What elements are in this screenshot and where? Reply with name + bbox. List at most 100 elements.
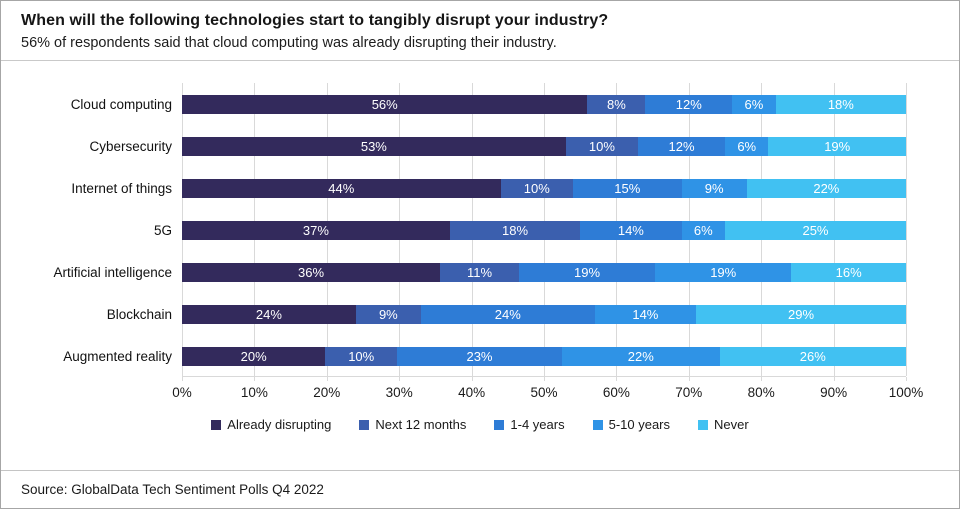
- bar-segment: 18%: [775, 94, 906, 114]
- segment-value-label: 12%: [675, 96, 702, 112]
- axis-tick: [254, 377, 256, 381]
- bar-segment: 6%: [725, 136, 769, 156]
- bar-segment: 29%: [696, 304, 906, 324]
- axis-tick: [833, 377, 835, 381]
- segment-value-label: 44%: [328, 180, 355, 196]
- bar-segment: 37%: [182, 220, 450, 240]
- segment-value-label: 22%: [813, 180, 840, 196]
- stacked-bar: 24% 9% 24% 14% 29%: [182, 304, 906, 324]
- bar-segment: 9%: [355, 304, 421, 324]
- axis-tick: [544, 377, 545, 381]
- segment-value-label: 8%: [607, 96, 626, 112]
- legend-label: Next 12 months: [375, 417, 467, 432]
- bar-segment: 23%: [397, 346, 562, 366]
- bar-segment: 8%: [587, 94, 646, 114]
- gridline: [906, 83, 907, 376]
- bar-segment: 10%: [565, 136, 639, 156]
- segment-value-label: 18%: [502, 222, 529, 238]
- chart-row: Blockchain 24% 9% 24% 14% 29%: [107, 293, 906, 335]
- segment-value-label: 14%: [617, 222, 644, 238]
- chart-row: Artificial intelligence 36% 11% 19% 19% 16%: [53, 251, 906, 293]
- category-label: Internet of things: [71, 180, 172, 196]
- chart-subtitle: 56% of respondents said that cloud compu…: [21, 35, 557, 51]
- bar-segment: 11%: [440, 262, 519, 282]
- bar-segment: 19%: [518, 262, 656, 282]
- legend-swatch-icon: [359, 419, 370, 430]
- segment-value-label: 29%: [788, 306, 815, 322]
- axis-tick-label: 50%: [530, 385, 558, 400]
- segment-value-label: 10%: [588, 138, 615, 154]
- category-label: Artificial intelligence: [53, 264, 172, 280]
- stacked-bar: 56% 8% 12% 6% 18%: [182, 94, 906, 114]
- legend-swatch-icon: [211, 419, 222, 430]
- stacked-bar: 37% 18% 14% 6% 25%: [182, 220, 906, 240]
- segment-value-label: 10%: [523, 180, 550, 196]
- bar-segment: 24%: [420, 304, 595, 324]
- bar-segment: 18%: [449, 220, 581, 240]
- bar-segment: 22%: [561, 346, 720, 366]
- chart-row: Augmented reality 20% 10% 23% 22% 26%: [63, 335, 906, 377]
- axis-tick: [688, 377, 690, 381]
- segment-value-label: 53%: [360, 138, 387, 154]
- segment-value-label: 10%: [348, 348, 375, 364]
- chart-header: When will the following technologies sta…: [1, 1, 959, 61]
- segment-value-label: 24%: [255, 306, 282, 322]
- bar-segment: 6%: [681, 220, 725, 240]
- bar-segment: 36%: [182, 262, 441, 282]
- axis-tick-label: 30%: [385, 385, 413, 400]
- segment-value-label: 26%: [799, 348, 826, 364]
- axis-tick-label: 40%: [458, 385, 486, 400]
- bar-segment: 14%: [594, 304, 697, 324]
- bar-segment: 25%: [724, 220, 906, 240]
- source-footer: Source: GlobalData Tech Sentiment Polls …: [1, 470, 959, 508]
- bar-segment: 56%: [182, 94, 588, 114]
- segment-value-label: 24%: [494, 306, 521, 322]
- axis-tick: [906, 377, 907, 381]
- chart-area: Cloud computing 56% 8% 12% 6% 18% Cybersecurit…: [1, 61, 959, 432]
- segment-value-label: 19%: [573, 264, 601, 280]
- stacked-bar: 20% 10% 23% 22% 26%: [182, 346, 906, 366]
- axis-tick-label: 70%: [675, 385, 703, 400]
- axis-tick: [326, 377, 328, 381]
- bar-segment: 19%: [768, 136, 906, 156]
- bar-segment: 53%: [182, 136, 566, 156]
- legend-swatch-icon: [494, 419, 505, 430]
- bar-segment: 9%: [681, 178, 747, 198]
- bar-segment: 6%: [732, 94, 776, 114]
- bar-segment: 12%: [645, 94, 733, 114]
- axis-tick: [399, 377, 401, 381]
- axis-tick-label: 10%: [240, 385, 268, 400]
- bar-segment: 15%: [572, 178, 682, 198]
- bar-segment: 22%: [746, 178, 906, 198]
- axis-tick: [182, 377, 183, 381]
- axis-tick-label: 20%: [313, 385, 341, 400]
- bar-segment: 20%: [182, 346, 326, 366]
- axis-tick: [471, 377, 473, 381]
- axis-tick-label: 90%: [820, 385, 848, 400]
- legend-item: Next 12 months: [359, 417, 466, 432]
- chart-row: Cybersecurity 53% 10% 12% 6% 19%: [89, 125, 906, 167]
- segment-value-label: 19%: [824, 138, 851, 154]
- segment-value-label: 6%: [744, 96, 764, 112]
- legend-item: Never: [698, 417, 749, 432]
- segment-value-label: 9%: [378, 306, 398, 322]
- bar-segment: 10%: [325, 346, 398, 366]
- category-label: Cybersecurity: [89, 138, 172, 154]
- segment-value-label: 15%: [614, 180, 641, 196]
- segment-value-label: 18%: [827, 96, 854, 112]
- bar-segment: 16%: [791, 262, 906, 282]
- category-label: 5G: [153, 222, 172, 238]
- legend-label: Never: [714, 417, 749, 432]
- segment-value-label: 11%: [466, 264, 493, 280]
- segment-value-label: 16%: [835, 264, 862, 280]
- source-text: Source: GlobalData Tech Sentiment Polls …: [21, 482, 324, 497]
- segment-value-label: 22%: [627, 348, 654, 364]
- stacked-bar: 36% 11% 19% 19% 16%: [182, 262, 906, 282]
- bar-segment: 10%: [500, 178, 573, 198]
- bar-segment: 24%: [182, 304, 356, 324]
- legend-item: 5-10 years: [592, 417, 670, 432]
- legend-item: 1-4 years: [494, 417, 565, 432]
- plot-area: Cloud computing 56% 8% 12% 6% 18% Cybersecurit…: [53, 83, 907, 377]
- legend: Already disrupting Next 12 months 1-4 year…: [1, 417, 959, 432]
